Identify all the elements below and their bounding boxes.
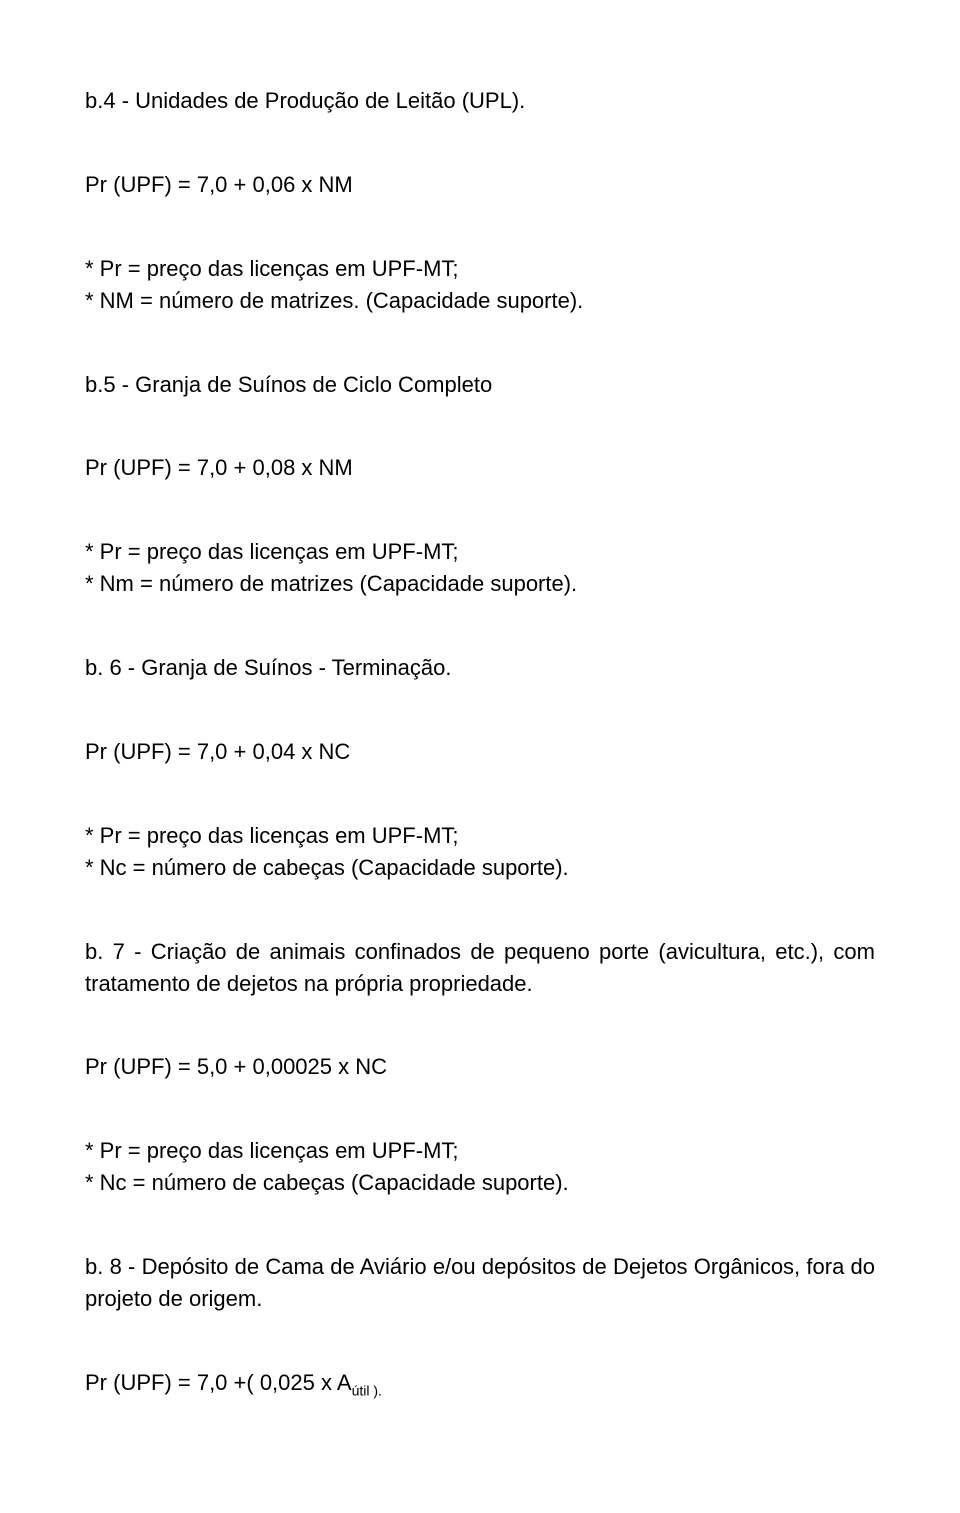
section-b7-def2: * Nc = número de cabeças (Capacidade sup…: [85, 1167, 875, 1199]
section-b4-formula: Pr (UPF) = 7,0 + 0,06 x NM: [85, 169, 875, 201]
section-b7-formula: Pr (UPF) = 5,0 + 0,00025 x NC: [85, 1051, 875, 1083]
section-b6-defs: * Pr = preço das licenças em UPF-MT; * N…: [85, 820, 875, 884]
section-b4-def1: * Pr = preço das licenças em UPF-MT;: [85, 253, 875, 285]
section-b8-formula: Pr (UPF) = 7,0 +( 0,025 x Aútil ).: [85, 1367, 875, 1401]
section-b5-formula: Pr (UPF) = 7,0 + 0,08 x NM: [85, 452, 875, 484]
section-b5-def1: * Pr = preço das licenças em UPF-MT;: [85, 536, 875, 568]
section-b6-formula: Pr (UPF) = 7,0 + 0,04 x NC: [85, 736, 875, 768]
section-b6-def2: * Nc = número de cabeças (Capacidade sup…: [85, 852, 875, 884]
section-b5-defs: * Pr = preço das licenças em UPF-MT; * N…: [85, 536, 875, 600]
section-b8-title: b. 8 - Depósito de Cama de Aviário e/ou …: [85, 1251, 875, 1315]
section-b4-title: b.4 - Unidades de Produção de Leitão (UP…: [85, 85, 875, 117]
section-b8-formula-prefix: Pr (UPF) = 7,0 +( 0,025 x A: [85, 1370, 352, 1395]
section-b6-title: b. 6 - Granja de Suínos - Terminação.: [85, 652, 875, 684]
section-b4-def2: * NM = número de matrizes. (Capacidade s…: [85, 285, 875, 317]
section-b6-def1: * Pr = preço das licenças em UPF-MT;: [85, 820, 875, 852]
section-b5-title: b.5 - Granja de Suínos de Ciclo Completo: [85, 369, 875, 401]
section-b7-def1: * Pr = preço das licenças em UPF-MT;: [85, 1135, 875, 1167]
section-b8-formula-sub: útil ).: [352, 1382, 382, 1398]
section-b7-defs: * Pr = preço das licenças em UPF-MT; * N…: [85, 1135, 875, 1199]
section-b4-defs: * Pr = preço das licenças em UPF-MT; * N…: [85, 253, 875, 317]
section-b7-title: b. 7 - Criação de animais confinados de …: [85, 936, 875, 1000]
section-b5-def2: * Nm = número de matrizes (Capacidade su…: [85, 568, 875, 600]
